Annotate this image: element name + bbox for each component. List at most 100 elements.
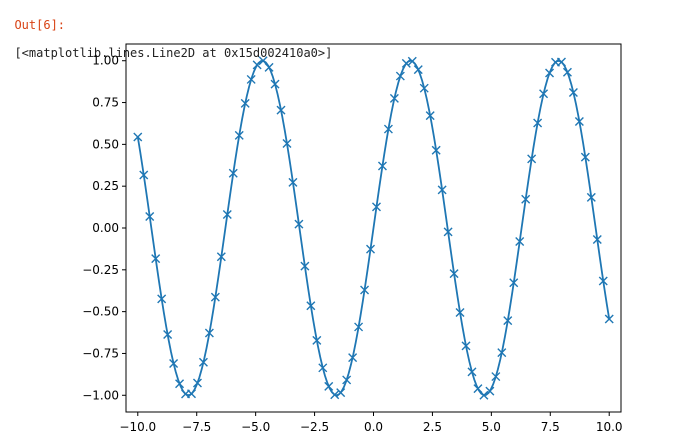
data-point-marker <box>252 60 262 70</box>
data-point-marker <box>383 124 393 134</box>
data-point-marker <box>497 348 507 358</box>
y-tick-label: −0.50 <box>82 305 119 319</box>
data-point-marker <box>157 294 167 304</box>
data-point-marker <box>377 161 387 171</box>
data-point-marker <box>330 390 340 400</box>
x-axis: −10.0 −7.5 −5.0 −2.5 0.0 2.5 5.0 7.5 10.0 <box>119 412 623 434</box>
output-prompt: Out[6]: <box>14 18 66 32</box>
output-text: [<matplotlib.lines.Line2D at 0x15d002410… <box>14 46 333 60</box>
data-point-marker <box>198 357 208 367</box>
data-point-marker <box>539 89 549 99</box>
data-point-marker <box>443 227 453 237</box>
data-point-marker <box>240 98 250 108</box>
data-point-marker <box>186 389 196 399</box>
data-point-marker <box>455 307 465 317</box>
y-tick-label: 0.50 <box>92 137 119 151</box>
plot-content <box>133 56 614 400</box>
data-point-marker <box>204 328 214 338</box>
data-point-marker <box>509 278 519 288</box>
data-point-marker <box>270 79 280 89</box>
data-point-marker <box>431 145 441 155</box>
data-point-marker <box>175 379 185 389</box>
data-point-marker <box>371 202 381 212</box>
data-point-marker <box>151 254 161 264</box>
data-point-marker <box>318 363 328 373</box>
data-point-marker <box>461 341 471 351</box>
data-point-marker <box>354 322 364 332</box>
data-point-marker <box>479 390 489 400</box>
y-axis: −1.00 −0.75 −0.50 −0.25 0.00 0.25 0.50 0.75 1.00 <box>82 54 126 402</box>
data-point-marker <box>264 62 274 72</box>
data-point-marker <box>533 118 543 128</box>
data-point-marker <box>210 292 220 302</box>
data-point-marker <box>574 116 584 126</box>
data-point-marker <box>216 252 226 262</box>
y-tick-label: −0.75 <box>82 346 119 360</box>
data-point-marker <box>145 211 155 221</box>
data-point-marker <box>312 335 322 345</box>
data-point-marker <box>348 353 358 363</box>
data-point-marker <box>276 105 286 115</box>
data-point-marker <box>288 177 298 187</box>
data-point-marker <box>604 314 614 324</box>
x-tick-label: 7.5 <box>541 420 560 434</box>
data-point-marker <box>491 372 501 382</box>
y-tick-label: −1.00 <box>82 388 119 402</box>
data-point-marker <box>192 378 202 388</box>
data-point-marker <box>366 244 376 254</box>
y-tick-label: 0.25 <box>92 179 119 193</box>
data-point-marker <box>467 367 477 377</box>
data-point-marker <box>503 316 513 326</box>
data-point-marker <box>246 74 256 84</box>
data-point-marker <box>294 219 304 229</box>
y-tick-label: 0.75 <box>92 96 119 110</box>
data-point-marker <box>413 65 423 75</box>
series-line <box>136 59 611 397</box>
data-point-marker <box>228 168 238 178</box>
output-line: Out[6]: [<matplotlib.lines.Line2D at 0x1… <box>0 4 332 60</box>
y-tick-label: 0.00 <box>92 221 119 235</box>
data-point-marker <box>580 152 590 162</box>
data-point-marker <box>306 301 316 311</box>
data-point-marker <box>425 111 435 121</box>
data-point-marker <box>407 56 417 66</box>
data-point-marker <box>562 67 572 77</box>
data-point-marker <box>389 93 399 103</box>
x-tick-label: −10.0 <box>119 420 156 434</box>
data-point-marker <box>234 130 244 140</box>
data-point-marker <box>527 154 537 164</box>
data-point-marker <box>300 261 310 271</box>
data-point-marker <box>586 192 596 202</box>
data-point-marker <box>401 58 411 68</box>
data-point-marker <box>556 57 566 67</box>
data-point-marker <box>342 375 352 385</box>
data-point-marker <box>485 386 495 396</box>
data-point-marker <box>360 285 370 295</box>
data-point-marker <box>282 139 292 149</box>
x-tick-label: 5.0 <box>482 420 501 434</box>
data-point-marker <box>449 269 459 279</box>
x-tick-label: −2.5 <box>300 420 329 434</box>
data-point-marker <box>169 358 179 368</box>
data-point-marker <box>521 194 531 204</box>
data-point-marker <box>133 132 143 142</box>
y-tick-label: −0.25 <box>82 263 119 277</box>
data-point-marker <box>139 170 149 180</box>
data-point-marker <box>568 88 578 98</box>
data-point-marker <box>324 381 334 391</box>
x-tick-label: −7.5 <box>182 420 211 434</box>
data-point-marker <box>419 83 429 93</box>
y-tick-label: 1.00 <box>92 54 119 68</box>
data-point-marker <box>222 210 232 220</box>
x-tick-label: 2.5 <box>423 420 442 434</box>
data-point-marker <box>545 68 555 78</box>
x-tick-label: 0.0 <box>364 420 383 434</box>
data-point-marker <box>437 185 447 195</box>
data-point-marker <box>515 236 525 246</box>
x-tick-label: 10.0 <box>596 420 623 434</box>
data-point-marker <box>163 330 173 340</box>
data-point-marker <box>336 388 346 398</box>
data-point-marker <box>598 276 608 286</box>
data-point-marker <box>592 235 602 245</box>
